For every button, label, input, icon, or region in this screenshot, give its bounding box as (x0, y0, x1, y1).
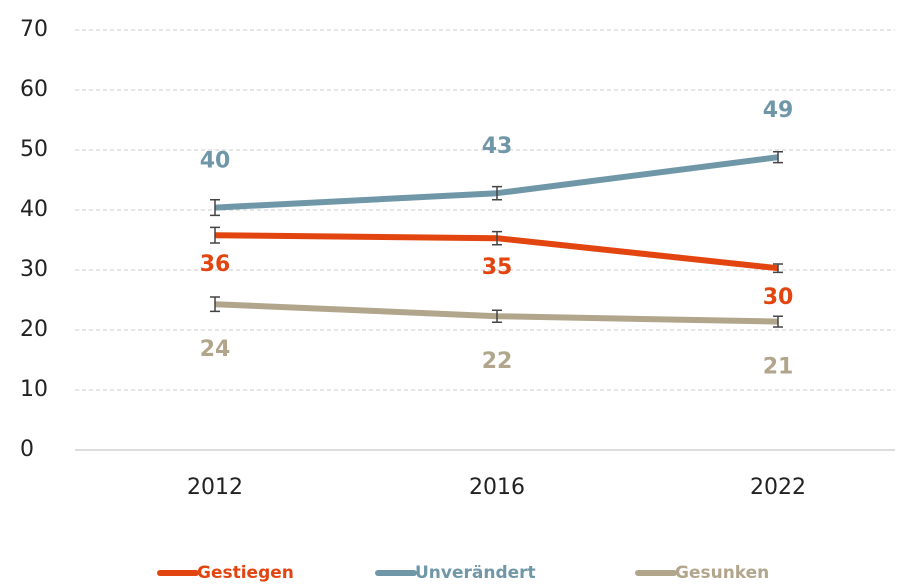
data-label: 22 (482, 349, 513, 374)
error-bar (773, 315, 783, 328)
data-label: 40 (200, 149, 231, 174)
y-tick-label: 20 (20, 317, 48, 342)
error-bar (492, 230, 502, 246)
y-tick-label: 10 (20, 377, 48, 402)
legend-label: Gestiegen (197, 563, 294, 583)
error-bar (492, 185, 502, 201)
data-label: 24 (200, 337, 231, 362)
data-label: 30 (763, 285, 794, 310)
y-tick-label: 60 (20, 77, 48, 102)
data-label: 49 (763, 98, 794, 123)
data-label: 36 (200, 252, 231, 277)
y-tick-label: 30 (20, 257, 48, 282)
error-bar (492, 309, 502, 323)
y-tick-label: 40 (20, 197, 48, 222)
data-label: 21 (763, 355, 794, 380)
error-bar (773, 263, 783, 274)
x-tick-label: 2016 (469, 475, 525, 500)
error-bar (210, 296, 220, 313)
x-tick-label: 2022 (750, 475, 806, 500)
legend-label: Gesunken (675, 563, 769, 583)
y-tick-label: 50 (20, 137, 48, 162)
y-tick-label: 70 (20, 17, 48, 42)
y-tick-label: 0 (20, 437, 34, 462)
error-bar (210, 226, 220, 244)
data-label: 35 (482, 255, 513, 280)
error-bar (773, 151, 783, 164)
error-bar (210, 199, 220, 217)
data-label: 43 (482, 134, 513, 159)
legend-label: Unverändert (415, 563, 536, 583)
x-tick-label: 2012 (187, 475, 243, 500)
